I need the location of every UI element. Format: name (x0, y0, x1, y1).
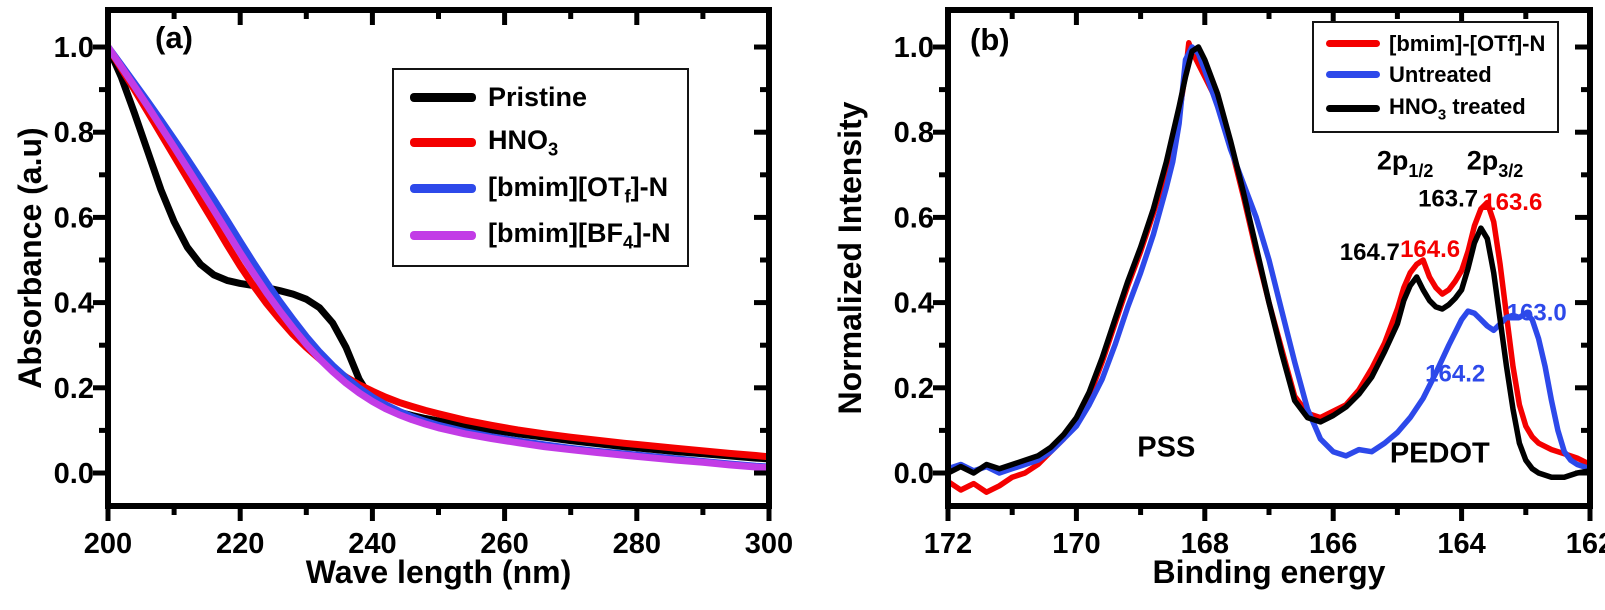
legend-swatch-pristine (410, 93, 476, 103)
annotation-peak-164-7: 164.7 (1340, 239, 1400, 266)
legend-swatch-bmim-otf-n (1326, 40, 1380, 48)
plot-area (946, 40, 1592, 495)
legend-label-hno3: HNO3 (488, 125, 559, 160)
legend-swatch-hno3-treated (1326, 104, 1380, 112)
x-tick-label-260: 260 (480, 528, 528, 560)
y-tick-label-1.0: 1.0 (54, 32, 94, 64)
legend-swatch-bmim-bf4-n (410, 230, 476, 240)
y-tick-label-0.8: 0.8 (894, 117, 934, 149)
panel-b-label: (b) (970, 22, 1010, 57)
x-tick-label-300: 300 (745, 528, 793, 560)
y-tick-label-0.0: 0.0 (894, 458, 934, 490)
legend-item-hno3: HNO3 (410, 125, 671, 160)
x-tick-label-170: 170 (1052, 528, 1100, 560)
panel-a-uvvis: 200 220 240 260 280 300 0.0 0.2 0.4 0.6 0.8 1.0 (a)… (0, 0, 800, 610)
series-hno3-treated-curve (946, 44, 1592, 480)
legend-label-untreated: Untreated (1389, 62, 1492, 88)
x-tick-label-172: 172 (924, 528, 972, 560)
legend-item-bmim-otf-n: [bmim]-[OTf]-N (1326, 31, 1545, 56)
annotation-region-pss: PSS (1137, 432, 1195, 464)
y-tick-label-0.6: 0.6 (54, 202, 94, 234)
series-bmim-bf4-n-curve (106, 43, 771, 472)
y-tick-label-0.0: 0.0 (54, 458, 94, 490)
panel-a-y-axis-title: Absorbance (a.u) (12, 127, 48, 389)
x-tick-label-166: 166 (1309, 528, 1357, 560)
panel-b-y-axis-title: Normalized Intensity (832, 101, 868, 415)
y-tick-label-0.2: 0.2 (894, 373, 934, 405)
x-tick-label-162: 162 (1566, 528, 1605, 560)
panel-a-chart: 200 220 240 260 280 300 0.0 0.2 0.4 0.6 0.8 1.0 (54, 7, 793, 560)
annotation-orbital-2p12: 2p1/2 (1377, 145, 1434, 181)
y-tick-label-0.4: 0.4 (894, 288, 934, 320)
annotation-orbital-2p32: 2p3/2 (1467, 145, 1524, 181)
annotation-peak-164-6: 164.6 (1400, 236, 1460, 263)
panel-b-chart: 172 170 168 166 164 162 0.0 0.2 0.4 0.6 0.8 1.0 2p1/… (894, 7, 1605, 560)
x-tick-label-168: 168 (1181, 528, 1229, 560)
panel-b-x-axis-title: Binding energy (1152, 554, 1386, 590)
x-tick-label-200: 200 (84, 528, 132, 560)
annotation-peak-164-2: 164.2 (1425, 360, 1485, 387)
x-tick-label-220: 220 (216, 528, 264, 560)
plot-area (106, 43, 771, 472)
legend-swatch-untreated (1326, 71, 1380, 79)
legend-label-bmim-bf4-n: [bmim][BF4]-N (488, 218, 671, 253)
legend-item-pristine: Pristine (410, 82, 671, 113)
axis-ticks (933, 10, 1593, 521)
y-tick-label-0.8: 0.8 (54, 117, 94, 149)
y-tick-label-0.2: 0.2 (54, 373, 94, 405)
legend-label-bmim-otf-n: [bmim]-[OTf]-N (1389, 31, 1546, 56)
panel-a-x-axis-title: Wave length (nm) (305, 554, 572, 590)
legend-swatch-bmim-otf-n (410, 184, 476, 194)
annotation-peak-163-0: 163.0 (1507, 299, 1567, 326)
panel-a-label: (a) (155, 20, 193, 55)
legend-item-bmim-otf-n: [bmim][OTf]-N (410, 172, 671, 207)
x-tick-label-164: 164 (1437, 528, 1485, 560)
legend-item-bmim-bf4-n: [bmim][BF4]-N (410, 218, 671, 253)
annotation-peak-163-6: 163.6 (1482, 189, 1542, 216)
legend-label-hno3-treated: HNO3 treated (1389, 93, 1526, 123)
legend-label-pristine: Pristine (488, 82, 588, 112)
series-untreated-curve (946, 44, 1592, 476)
x-tick-label-240: 240 (348, 528, 396, 560)
axis-ticks (93, 10, 772, 521)
legend-item-untreated: Untreated (1326, 62, 1545, 87)
annotation-peak-163-7: 163.7 (1418, 186, 1478, 213)
y-tick-label-0.4: 0.4 (54, 288, 94, 320)
legend-label-bmim-otf-n: [bmim][OTf]-N (488, 171, 669, 206)
legend-item-hno3-treated: HNO3 treated (1326, 94, 1545, 124)
x-tick-label-280: 280 (613, 528, 661, 560)
panel-b-legend: [bmim]-[OTf]-N Untreated HNO3 treated (1312, 21, 1560, 134)
legend-swatch-hno3 (410, 137, 476, 147)
panel-b-xps: 172 170 168 166 164 162 0.0 0.2 0.4 0.6 0.8 1.0 2p1/… (800, 0, 1605, 610)
y-tick-label-0.6: 0.6 (894, 202, 934, 234)
annotation-region-pedot: PEDOT (1390, 437, 1490, 469)
panel-a-legend: Pristine HNO3 [bmim][OTf]-N [bmim][BF4]-N (392, 68, 689, 267)
y-tick-label-1.0: 1.0 (894, 32, 934, 64)
